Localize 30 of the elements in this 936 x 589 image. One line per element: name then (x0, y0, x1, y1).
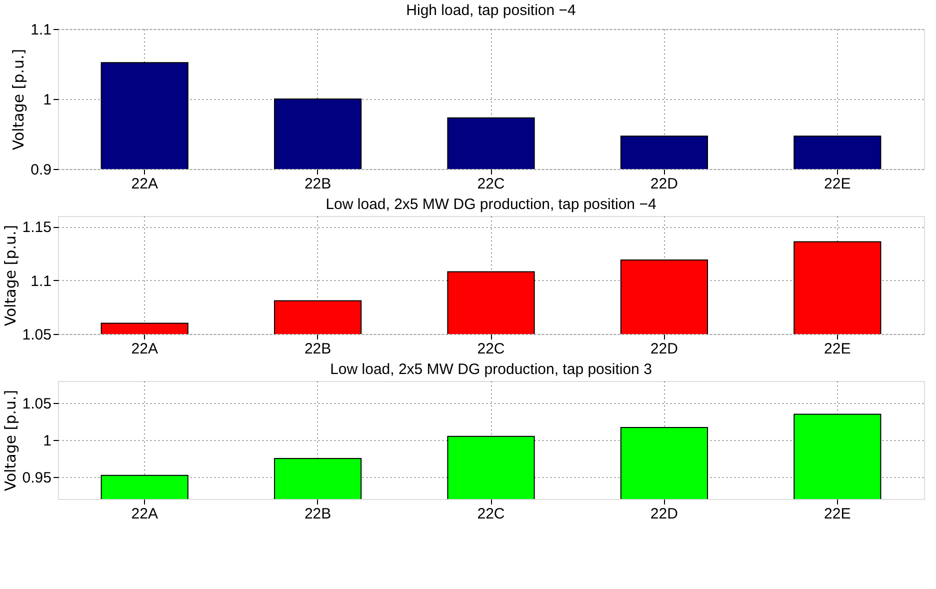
x-tick-label: 22D (650, 176, 678, 192)
y-axis-title: Voltage [p.u.] (1, 390, 20, 492)
chart-title: High load, tap position −4 (406, 2, 576, 19)
x-tick-label: 22B (304, 506, 332, 522)
x-tick-label: 22A (131, 176, 158, 192)
y-tick-label: 0.9 (30, 162, 52, 178)
x-tick-label: 22E (824, 506, 851, 522)
y-tick-label: 1 (43, 432, 52, 450)
y-tick-label: 1.05 (22, 326, 52, 344)
y-tick-label: 1.1 (30, 22, 52, 38)
chart-title: Low load, 2x5 MW DG production, tap position −4 (326, 196, 656, 213)
x-tick-label: 22E (824, 340, 851, 358)
y-tick-label: 1.1 (30, 272, 52, 290)
x-tick-label: 22B (304, 340, 332, 358)
y-tick-label: 1.05 (22, 396, 52, 413)
x-tick-label: 22A (131, 340, 158, 358)
x-tick-label: 22C (477, 176, 505, 192)
x-tick-label: 22A (131, 506, 158, 522)
y-tick-label: 0.95 (22, 469, 52, 486)
x-tick-label: 22C (477, 340, 505, 358)
x-tick-label: 22B (304, 176, 332, 192)
y-tick-label: 1 (43, 92, 52, 108)
y-tick-label: 1.15 (22, 219, 52, 236)
y-axis-title: Voltage [p.u.] (10, 48, 28, 150)
x-tick-label: 22C (477, 506, 505, 522)
chart-title: Low load, 2x5 MW DG production, tap position 3 (330, 361, 652, 378)
x-tick-label: 22D (650, 506, 678, 522)
y-axis-title: Voltage [p.u.] (1, 224, 20, 326)
x-tick-label: 22E (824, 176, 851, 192)
x-tick-label: 22D (650, 340, 678, 358)
